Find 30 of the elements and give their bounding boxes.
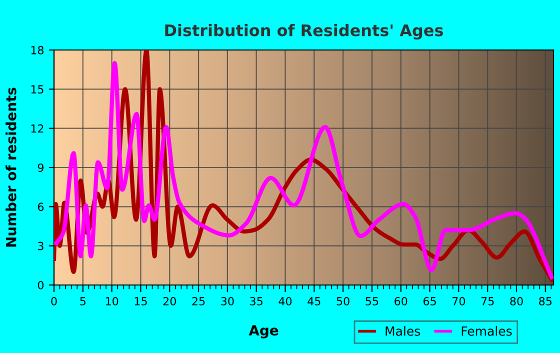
x-tick-label: 10 [106, 297, 118, 306]
x-tick-label: 85 [539, 297, 552, 306]
x-axis-title: Age [248, 325, 278, 338]
y-tick-label: 15 [31, 85, 44, 94]
x-tick-label: 20 [163, 297, 176, 306]
x-tick-label: 55 [366, 297, 378, 306]
x-tick-label: 5 [80, 297, 86, 306]
y-axis-title: Number of residents [6, 88, 16, 247]
x-tick-label: 70 [452, 297, 466, 306]
x-tick-label: 60 [394, 297, 408, 306]
chart-title: Distribution of Residents' Ages [165, 24, 443, 40]
x-tick-label: 45 [308, 297, 320, 306]
x-tick-label: 65 [423, 297, 436, 306]
x-tick-label: 80 [510, 297, 523, 306]
x-tick-label: 15 [134, 297, 147, 306]
x-tick-label: 0 [51, 297, 57, 306]
x-tick-label: 75 [481, 297, 494, 306]
y-tick-label: 0 [38, 280, 44, 290]
y-tick-label: 3 [38, 242, 44, 250]
y-tick-label: 6 [38, 202, 44, 212]
x-tick-label: 25 [192, 297, 205, 306]
x-tick-label: 50 [336, 297, 350, 306]
y-tick-label: 18 [31, 46, 44, 54]
legend-label: Males [386, 326, 420, 336]
legend-label: Females [462, 326, 512, 336]
x-tick-label: 40 [278, 297, 292, 306]
x-tick-label: 30 [221, 297, 234, 306]
x-tick-label: 35 [250, 297, 262, 306]
y-tick-label: 12 [31, 124, 44, 133]
y-tick-label: 9 [38, 163, 44, 172]
